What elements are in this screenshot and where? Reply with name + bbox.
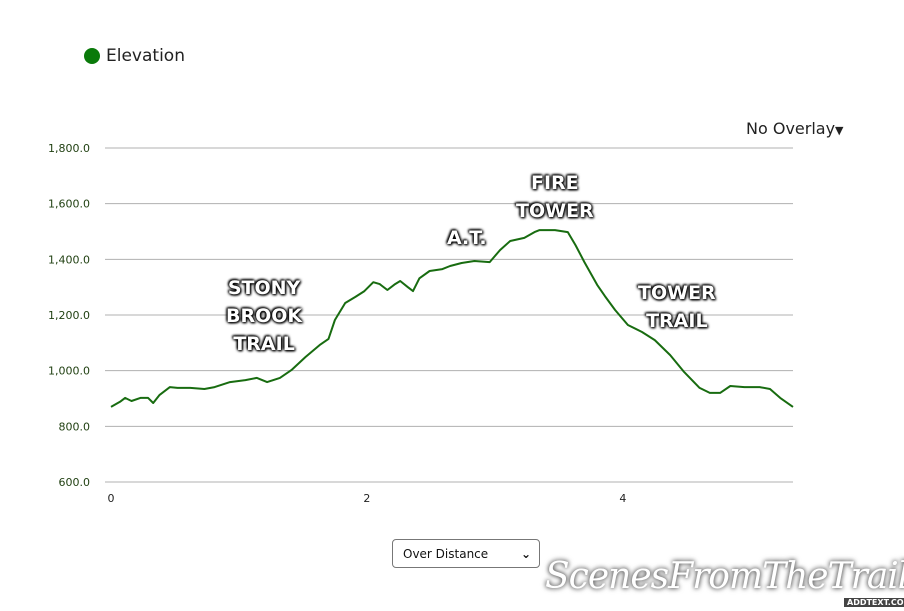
legend-dot-icon [84,48,100,64]
x-mode-value: Over Distance [403,546,489,561]
annotation-fire-tower: FIRE TOWER [516,169,594,225]
overlay-label: No Overlay [746,119,836,138]
legend-item-elevation[interactable]: Elevation [84,46,185,66]
annotation-line: TOWER [516,200,594,222]
elevation-series-line [110,229,794,408]
overlay-dropdown[interactable]: No Overlay▼ [746,119,844,138]
x-tick-label: 4 [619,492,626,505]
y-tick-label: 600.0 [59,476,91,489]
annotation-line: A.T. [447,227,487,249]
x-tick-label: 2 [363,492,370,505]
x-tick-label: 0 [108,492,115,505]
annotation-line: STONY [227,277,301,299]
watermark: ScenesFromTheTrail.com [545,556,904,597]
annotation-line: TRAIL [233,333,295,355]
annotation-tower-trail: TOWER TRAIL [638,279,716,335]
annotation-line: FIRE [531,172,579,194]
annotation-line: BROOK [226,305,303,327]
legend-label: Elevation [106,46,185,66]
x-mode-select[interactable]: Over Distance ⌄ [392,539,540,568]
annotation-at: A.T. [447,224,487,252]
annotation-line: TRAIL [646,310,708,332]
watermark-badge: ADDTEXT.COM [844,598,904,607]
annotation-stony-brook-trail: STONY BROOK TRAIL [226,274,302,358]
y-tick-label: 800.0 [59,420,91,433]
caret-down-icon: ▼ [835,124,844,137]
y-tick-label: 1,800.0 [48,142,90,155]
annotation-line: TOWER [638,282,716,304]
y-tick-label: 1,400.0 [48,253,90,266]
chevron-down-icon: ⌄ [520,546,531,561]
y-tick-label: 1,600.0 [48,198,90,211]
y-tick-label: 1,000.0 [48,365,90,378]
y-tick-label: 1,200.0 [48,309,90,322]
